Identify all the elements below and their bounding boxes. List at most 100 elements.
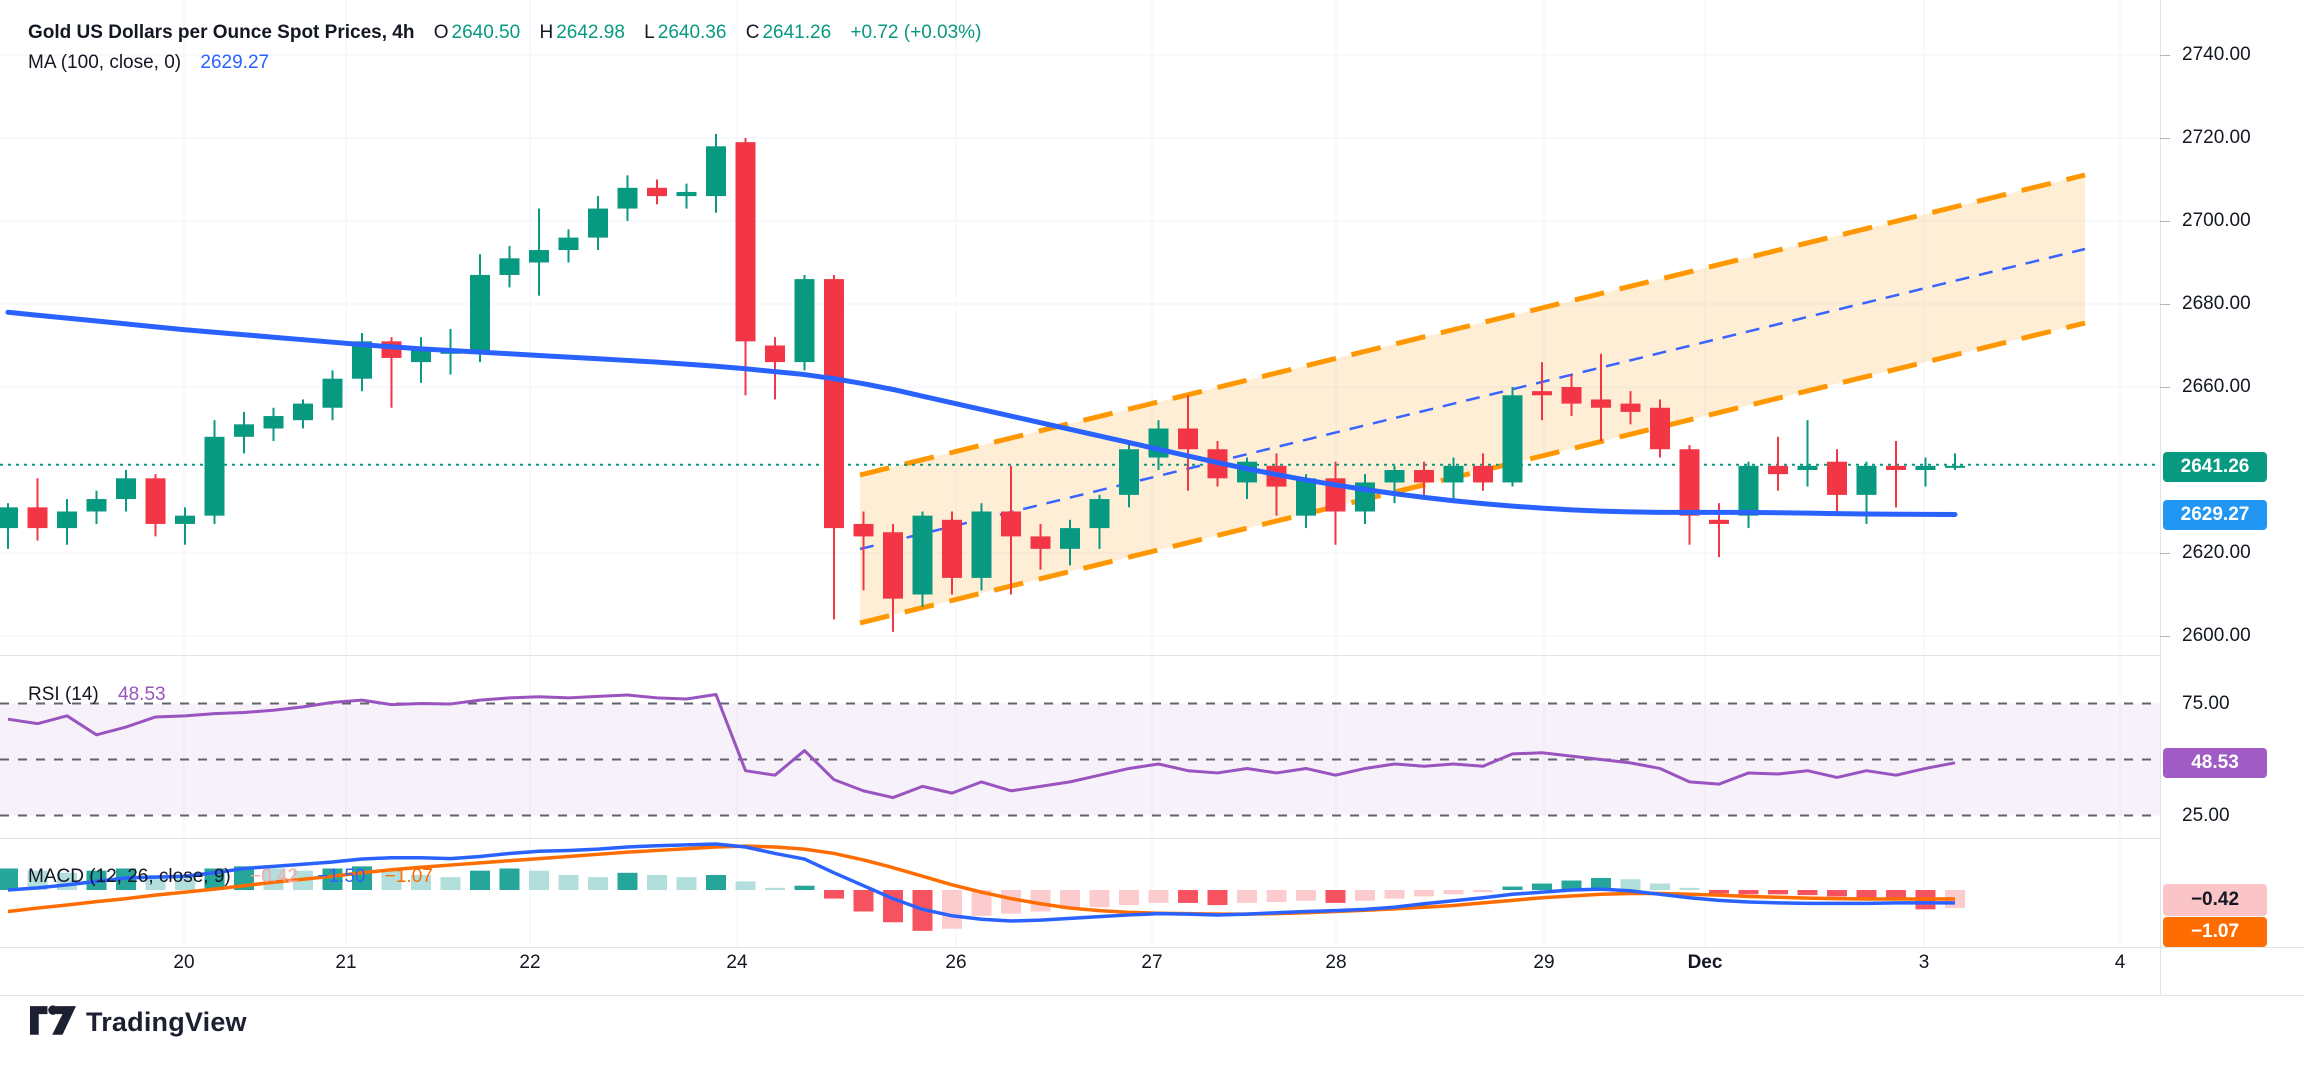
time-axis-label-21: 21 (335, 952, 357, 973)
macd-signal-tag[interactable]: −1.07 (2163, 917, 2267, 947)
price-tickmark (2160, 138, 2170, 139)
main-price-pane[interactable] (0, 0, 2160, 655)
candle-body (1060, 528, 1080, 549)
macd-histogram-bar (1355, 890, 1375, 901)
high-value: 2642.98 (556, 22, 625, 43)
rsi-line (7, 693, 1956, 800)
macd-histogram-bar (1797, 890, 1818, 896)
candle-body (676, 191, 697, 197)
candle-body (1620, 403, 1641, 412)
macd-histogram-bar (765, 887, 785, 890)
ma-legend[interactable]: MA (100, close, 0) 2629.27 (28, 52, 269, 74)
macd-histogram-bar (853, 890, 874, 912)
macd-histogram-bar (529, 870, 549, 890)
candle-body (883, 532, 903, 599)
macd-hist-tag[interactable]: −0.42 (2163, 884, 2267, 916)
candle-body (912, 515, 933, 595)
candle-body (1768, 465, 1788, 475)
footer: TradingView (30, 1004, 247, 1040)
last-price-tag[interactable]: 2641.26 (2163, 452, 2267, 482)
macd-histogram-bar (470, 870, 490, 890)
candle-body (1945, 465, 1965, 468)
symbol-title: Gold US Dollars per Ounce Spot Prices, 4… (28, 22, 415, 43)
price-tick-label: 2660.00 (2182, 376, 2251, 397)
open-value: 2640.50 (451, 22, 521, 43)
candle-body (352, 341, 372, 379)
chart-bottom-border (0, 995, 2304, 996)
time-axis-label-3: 3 (1918, 952, 1930, 973)
candle-body (0, 507, 18, 529)
candle-body (145, 478, 166, 524)
macd-histogram-bar (1384, 890, 1405, 899)
macd-histogram-bar (1296, 890, 1316, 901)
candle-body (853, 523, 874, 537)
macd-signal-line (7, 844, 1955, 916)
time-axis-label-dec: Dec (1687, 952, 1723, 973)
macd-histogram-bar (824, 890, 844, 899)
macd-histogram-bar (1827, 890, 1847, 897)
pane-separator-main-rsi[interactable] (0, 655, 2160, 656)
candle-body (293, 403, 313, 421)
rsi-legend[interactable]: RSI (14) 48.53 (28, 684, 166, 706)
candle-body (1443, 465, 1464, 483)
symbol-legend[interactable]: Gold US Dollars per Ounce Spot Prices, 4… (28, 22, 981, 44)
tradingview-brand-text[interactable]: TradingView (86, 1006, 247, 1037)
macd-histogram-bar (588, 877, 608, 890)
price-tickmark (2160, 55, 2170, 56)
time-axis-label-4: 4 (2114, 952, 2126, 973)
tradingview-logo-icon[interactable] (30, 1004, 76, 1040)
macd-histogram-bar (175, 877, 195, 890)
macd-histogram-bar (971, 890, 992, 916)
macd-histogram-bar (1620, 879, 1641, 890)
candle-body (1001, 511, 1021, 537)
channel-upper-line (859, 172, 2086, 478)
candle-body (1119, 449, 1139, 495)
macd-histogram-bar (0, 868, 18, 890)
macd-histogram-bar (794, 885, 815, 890)
macd-histogram-bar (1089, 890, 1110, 908)
macd-histogram-bar (1237, 890, 1257, 903)
macd-legend[interactable]: MACD (12, 26, close, 9) −0.42 −1.50 −1.0… (28, 866, 433, 888)
macd-histogram-bar (1561, 880, 1582, 890)
macd-histogram-bar (1768, 890, 1788, 895)
macd-histogram-bar (1679, 887, 1700, 890)
candle-body (1827, 461, 1847, 495)
macd-histogram-bar (1502, 886, 1523, 890)
candle-body (234, 424, 254, 437)
macd-histogram-bar (617, 872, 638, 890)
candle-body (322, 378, 343, 408)
macd-pane[interactable] (0, 838, 2160, 947)
rsi-pane[interactable] (0, 655, 2160, 838)
macd-histogram-bar (1266, 890, 1287, 903)
macd-histogram-bar (1591, 877, 1611, 890)
macd-histogram-bar (499, 868, 520, 890)
candle-body (1502, 395, 1523, 483)
macd-histogram-bar (1119, 890, 1139, 906)
macd-histogram-bar (1060, 890, 1080, 910)
pane-separator-rsi-macd[interactable] (0, 838, 2160, 839)
candle-body (1797, 465, 1818, 470)
macd-histogram-bar (1207, 890, 1228, 906)
time-axis-label-28: 28 (1325, 952, 1347, 973)
candle-body (1591, 399, 1611, 408)
macd-histogram-bar (1532, 883, 1552, 890)
macd-histogram-bar (322, 868, 343, 890)
candle-body (735, 142, 756, 342)
macd-histogram-bar (1856, 890, 1877, 898)
candle-body (824, 279, 844, 529)
price-tickmark (2160, 221, 2170, 222)
candle-body (1384, 470, 1405, 483)
price-tick-label: 2620.00 (2182, 542, 2251, 563)
macd-histogram-bar (735, 881, 756, 890)
macd-label: MACD (12, 26, close, 9) (28, 866, 231, 887)
ma-price-tag[interactable]: 2629.27 (2163, 500, 2267, 530)
macd-histogram-bar (1709, 890, 1729, 894)
candle-body (706, 146, 726, 197)
close-value: 2641.26 (762, 22, 832, 43)
candle-body (1650, 407, 1670, 450)
candle-body (57, 511, 77, 529)
candle-body (411, 349, 431, 363)
rsi-value-tag[interactable]: 48.53 (2163, 748, 2267, 778)
candle-body (1886, 465, 1906, 470)
